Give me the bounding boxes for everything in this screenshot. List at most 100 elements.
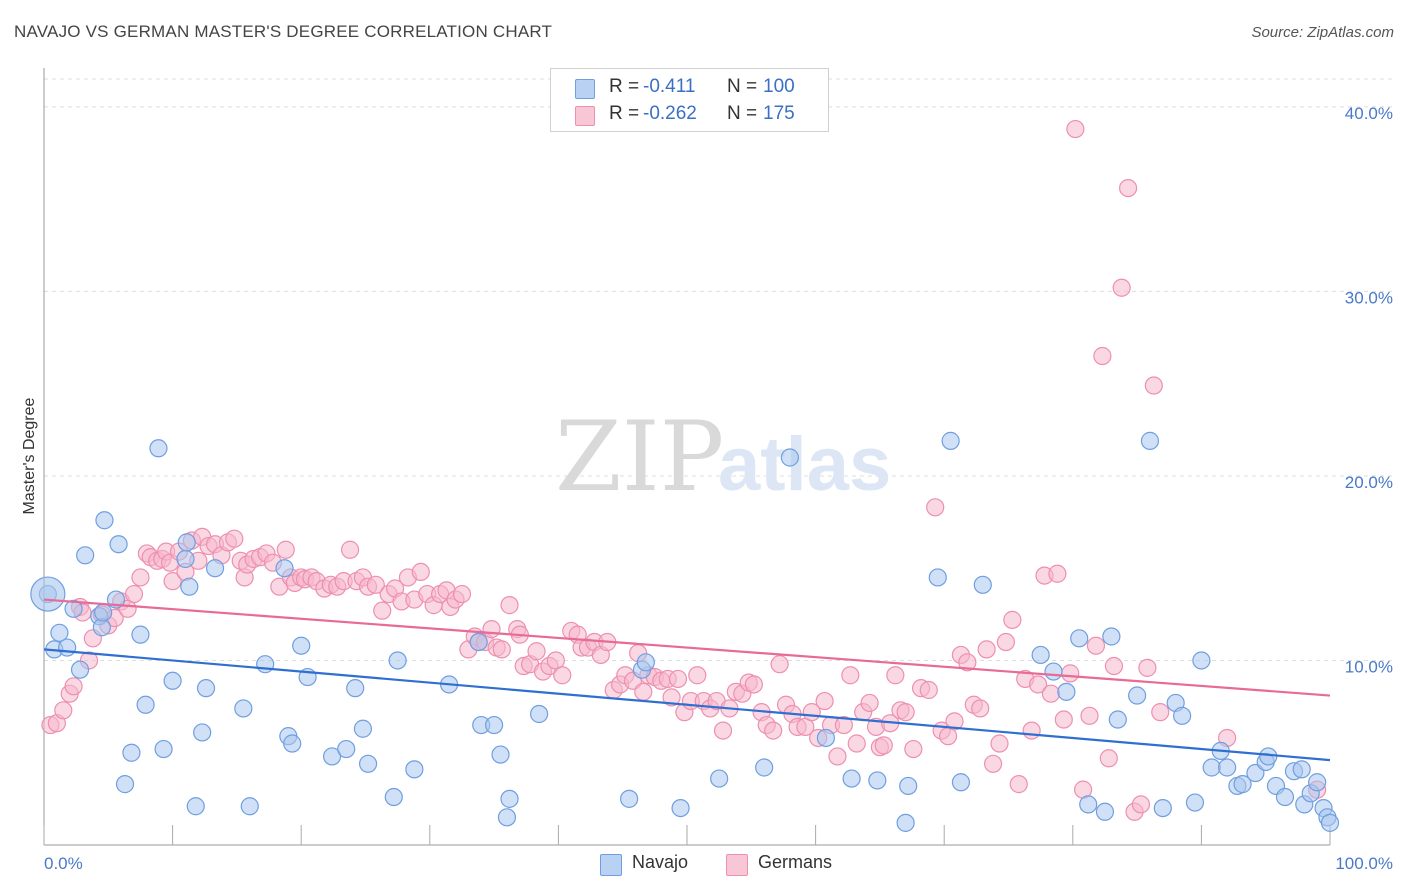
- germans-point: [634, 682, 653, 701]
- germans-point: [163, 572, 182, 591]
- germans-point: [744, 675, 763, 694]
- navajo-point: [620, 789, 639, 808]
- navajo-legend-label: Navajo: [632, 852, 689, 872]
- germans-point: [492, 640, 511, 659]
- navajo-point: [322, 747, 342, 766]
- navajo-point: [816, 728, 835, 748]
- navajo-point: [899, 776, 918, 796]
- r-label: R =: [609, 76, 640, 97]
- navajo-point: [530, 704, 549, 724]
- navajo-point: [485, 715, 504, 735]
- germans-point: [815, 691, 834, 711]
- navajo-point: [941, 431, 960, 450]
- watermark-atlas: atlas: [718, 422, 891, 507]
- germans-point: [1048, 564, 1067, 583]
- r-value: -0.411: [643, 76, 696, 97]
- germans-point: [945, 712, 964, 731]
- navajo-point: [149, 439, 168, 458]
- germans-trend-line: [43, 598, 1331, 697]
- n-value: 175: [763, 103, 795, 124]
- y-tick-label: 10.0%: [1345, 657, 1393, 676]
- navajo-point: [842, 769, 861, 788]
- chart-title: NAVAJO VS GERMAN MASTER'S DEGREE CORRELA…: [14, 22, 553, 41]
- navajo-point: [177, 533, 196, 552]
- germans-point: [713, 721, 733, 740]
- germans-point: [527, 642, 546, 661]
- germans-point: [828, 747, 847, 766]
- germans-point: [983, 754, 1003, 773]
- navajo-point: [868, 771, 887, 790]
- navajo-point-large: [30, 576, 66, 612]
- germans-point: [500, 596, 519, 615]
- germans-point: [1144, 376, 1163, 395]
- navajo-point: [1057, 682, 1076, 701]
- germans-point: [64, 677, 83, 696]
- navajo-point: [388, 651, 407, 670]
- tick-labels: 10.0% 20.0% 30.0% 40.0% 0.0% 100.0%: [44, 104, 1393, 873]
- germans-point: [340, 540, 360, 559]
- navajo-point: [1095, 802, 1115, 821]
- germans-point: [124, 584, 144, 604]
- navajo-point: [500, 789, 519, 808]
- navajo-point: [131, 625, 150, 644]
- navajo-point: [353, 719, 373, 738]
- germans-point: [1080, 706, 1099, 725]
- germans-point: [1112, 278, 1131, 297]
- navajo-point: [58, 638, 77, 657]
- navajo-point: [186, 797, 205, 816]
- germans-swatch: [575, 106, 595, 126]
- germans-point: [896, 703, 915, 722]
- germans-point: [926, 498, 945, 517]
- navajo-point: [1192, 651, 1211, 670]
- navajo-point: [70, 660, 90, 679]
- germans-point: [990, 734, 1009, 753]
- navajo-point: [163, 671, 182, 690]
- germans-point: [1009, 775, 1028, 794]
- germans-point: [411, 562, 430, 582]
- germans-point: [373, 601, 392, 620]
- germans-point: [1151, 703, 1170, 722]
- germans-point: [131, 568, 150, 587]
- navajo-point: [1173, 706, 1192, 725]
- germans-point: [1028, 675, 1048, 694]
- navajo-point: [234, 699, 253, 718]
- navajo-point: [176, 549, 195, 569]
- germans-point: [1093, 346, 1112, 366]
- germans-point: [1003, 610, 1022, 629]
- navajo-point: [1320, 813, 1340, 832]
- navajo-point: [292, 636, 311, 655]
- germans-legend-swatch: [726, 854, 748, 876]
- germans-point: [482, 620, 501, 639]
- navajo-point: [497, 808, 517, 827]
- navajo-point: [358, 754, 378, 773]
- n-value: 100: [763, 76, 795, 97]
- trend-lines: [43, 598, 1331, 762]
- germans-point: [886, 666, 905, 685]
- germans-point: [1061, 664, 1080, 683]
- navajo-point: [180, 577, 199, 596]
- germans-point: [1138, 658, 1157, 677]
- watermark: ZIP atlas: [555, 401, 891, 513]
- y-tick-label: 20.0%: [1345, 473, 1393, 492]
- y-tick-label: 30.0%: [1345, 288, 1393, 307]
- navajo-point: [95, 511, 114, 530]
- navajo-point: [1259, 747, 1278, 766]
- navajo-point: [1246, 763, 1265, 783]
- navajo-point: [275, 559, 294, 578]
- germans-point: [1066, 119, 1085, 139]
- navajo-point: [469, 632, 488, 652]
- navajo-point: [122, 743, 141, 762]
- germans-point: [847, 734, 866, 753]
- navajo-point: [1108, 710, 1127, 729]
- y-axis-label: Master's Degree: [21, 397, 38, 514]
- navajo-point: [64, 599, 83, 618]
- watermark-zip: ZIP: [555, 401, 724, 513]
- navajo-point: [1153, 798, 1172, 818]
- germans-point: [225, 529, 244, 548]
- navajo-point: [1292, 760, 1311, 779]
- navajo-point: [928, 568, 947, 587]
- germans-point: [1041, 684, 1061, 703]
- navajo-point: [1233, 775, 1252, 794]
- navajo-point: [1079, 795, 1098, 814]
